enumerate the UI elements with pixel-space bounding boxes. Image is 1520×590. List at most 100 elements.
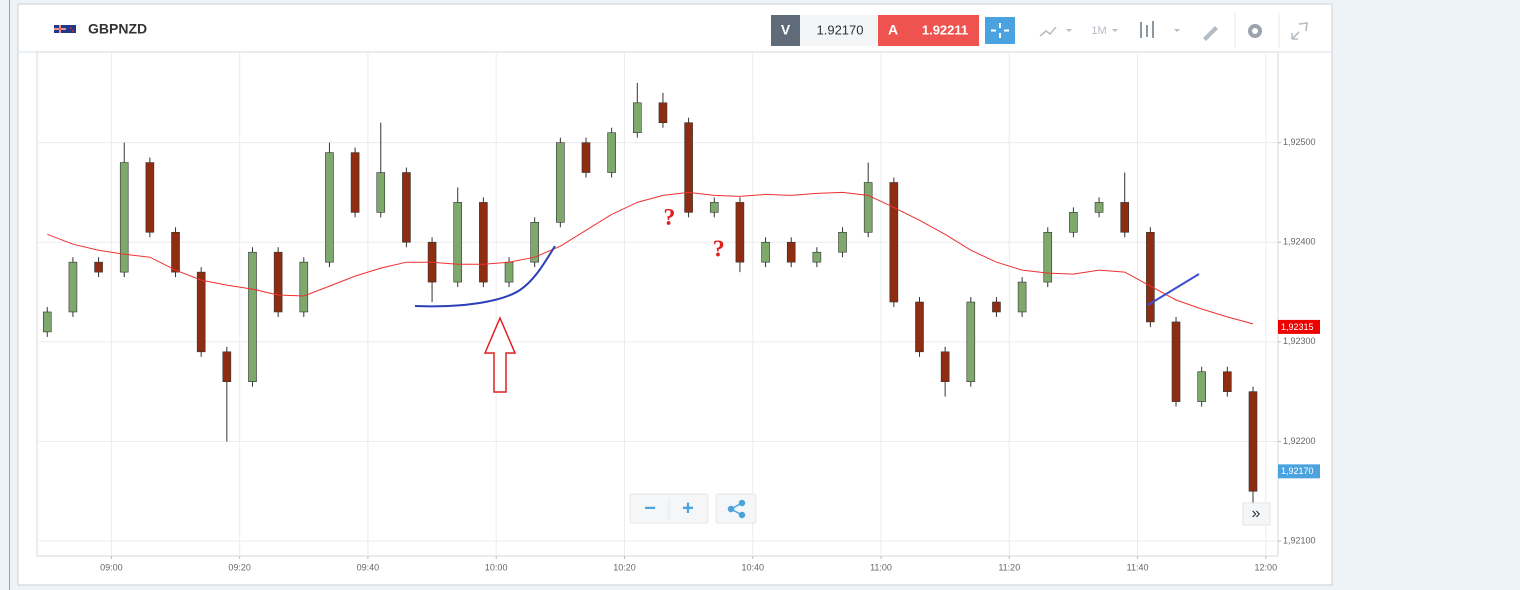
candle-body: [1017, 281, 1027, 313]
fullscreen-button[interactable]: [1291, 22, 1308, 40]
chart-type-button[interactable]: [1039, 26, 1072, 37]
candle-body: [889, 182, 899, 303]
sell-price: 1.92170: [817, 22, 864, 37]
candle-body: [812, 251, 822, 263]
drawn-line: [1147, 273, 1200, 306]
candle-body: [915, 301, 924, 353]
candle-body: [658, 102, 668, 124]
moving-average: [47, 191, 1254, 325]
buy-price: 1.92211: [922, 22, 968, 37]
share-button[interactable]: [727, 499, 746, 519]
candle-body: [42, 311, 52, 333]
candle-body: [402, 172, 411, 243]
price-tag-label: 1,92170: [1281, 466, 1314, 476]
candle-body: [479, 202, 488, 283]
candle-body: [581, 142, 591, 173]
buy-button[interactable]: [878, 15, 979, 46]
scroll-label: »: [1252, 505, 1261, 522]
flag: [54, 25, 76, 33]
sell-label: V: [781, 22, 791, 38]
chart-panel: [17, 3, 1333, 586]
candle-body: [222, 351, 232, 382]
candle-body: [632, 102, 642, 133]
candle-body: [1069, 212, 1078, 233]
candle-body: [350, 152, 360, 213]
candle-body: [273, 251, 283, 313]
zoom-out[interactable]: −: [644, 497, 656, 519]
plot-frame: [36, 51, 1279, 557]
candle-body: [607, 132, 616, 173]
zoom-in[interactable]: +: [682, 497, 694, 519]
candle-body: [94, 261, 103, 273]
annotation: ?: [663, 205, 675, 231]
candle-body: [1146, 231, 1155, 323]
left-border: [9, 0, 10, 590]
candle-body: [530, 222, 539, 263]
x-tick-label: 09:00: [100, 562, 123, 572]
sell-price-box[interactable]: [800, 15, 877, 46]
candle-body: [171, 231, 180, 273]
price-tag-label: 1,92315: [1281, 322, 1314, 332]
candle-body: [196, 271, 206, 353]
candle-body: [299, 261, 309, 313]
candle-body: [376, 172, 386, 213]
candle-body: [1094, 202, 1104, 213]
x-tick-label: 11:40: [1127, 562, 1149, 572]
candle-body: [556, 142, 565, 223]
candle-body: [940, 351, 950, 382]
candle-body: [709, 202, 719, 213]
candle-body: [248, 251, 257, 382]
y-tick-label: 1,92400: [1283, 237, 1316, 247]
price-tag: [1278, 464, 1320, 479]
zoom-controls: [629, 493, 757, 524]
candle-body: [684, 122, 693, 213]
x-tick-label: 10:20: [613, 562, 636, 572]
scroll-button[interactable]: [1242, 502, 1271, 526]
candle-body: [966, 301, 976, 382]
candle-body: [453, 202, 463, 283]
y-tick-label: 1,92200: [1283, 436, 1316, 446]
candle-body: [1197, 371, 1206, 402]
y-tick-label: 1,92500: [1283, 137, 1316, 147]
candle-type-button[interactable]: [1140, 21, 1180, 38]
candle-body: [1120, 202, 1130, 233]
candle-body: [325, 152, 334, 263]
candle-body: [1248, 391, 1258, 492]
sell-button[interactable]: [771, 15, 800, 46]
x-tick-label: 10:00: [485, 562, 508, 572]
drawn-arrow: [483, 316, 517, 393]
candle-body: [504, 261, 514, 283]
timeframe-caret: [1112, 29, 1118, 32]
candle-body: [786, 241, 796, 263]
candle-body: [68, 261, 78, 313]
candle-body: [1043, 231, 1053, 283]
x-tick-label: 11:20: [998, 562, 1020, 572]
crosshair-button[interactable]: [985, 17, 1015, 44]
timeframe[interactable]: 1M: [1091, 25, 1106, 37]
x-tick-label: 12:00: [1255, 562, 1278, 572]
candle-body: [1223, 371, 1232, 392]
x-tick-label: 11:00: [870, 562, 892, 572]
candle-body: [761, 241, 770, 263]
settings-button[interactable]: [1248, 24, 1262, 38]
y-tick-label: 1,92300: [1283, 336, 1316, 346]
candle-body: [863, 182, 873, 233]
draw-tool-button[interactable]: [1203, 26, 1218, 41]
x-tick-label: 09:20: [228, 562, 251, 572]
x-tick-label: 09:40: [357, 562, 380, 572]
drawn-curve: [414, 245, 556, 308]
symbol: GBPNZD: [88, 21, 147, 37]
y-tick-label: 1,92100: [1283, 535, 1316, 545]
candle-body: [1171, 321, 1181, 402]
annotation: ?: [713, 237, 725, 263]
candle-body: [119, 162, 129, 273]
plot: 1,92100 1,92200 1,92300 1,92400 1,92500 09:00…: [37, 52, 1320, 572]
x-tick-label: 10:40: [741, 562, 764, 572]
candle-body: [992, 301, 1001, 313]
candle-body: [735, 202, 745, 263]
candle-body: [838, 231, 847, 253]
buy-label: A: [888, 22, 898, 38]
candle-body: [145, 162, 155, 233]
